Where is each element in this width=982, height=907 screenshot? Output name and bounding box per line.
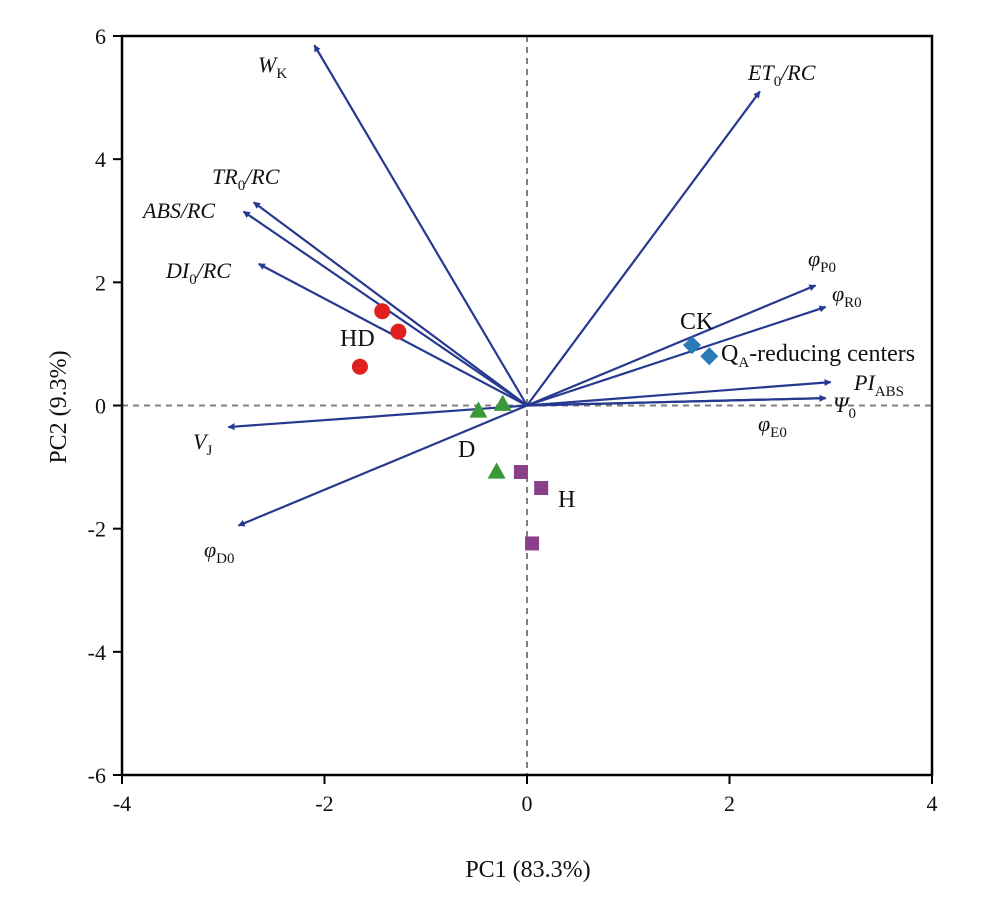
x-tick-label: 2 <box>724 791 735 816</box>
loading-vector-pi-abs <box>526 379 832 407</box>
group-label-ck: CK <box>680 309 714 335</box>
x-axis-title: PC1 (83.3%) <box>465 857 590 883</box>
loading-vector-et-0-rc <box>526 90 761 407</box>
point-ck-1 <box>683 336 702 355</box>
loading-vectors <box>227 44 832 527</box>
label-di-0-rc: DI0/RC <box>165 258 231 288</box>
loading-vector--e0 <box>526 394 827 407</box>
y-tick-label: -4 <box>88 640 106 665</box>
loading-vector--p0 <box>526 284 817 407</box>
x-tick-label: -4 <box>113 791 131 816</box>
y-tick-label: 0 <box>95 394 106 419</box>
point-hd-3 <box>351 358 368 375</box>
axes: -4 -2 0 2 4 -6 -4 -2 0 2 4 6 <box>88 24 938 816</box>
group-label-d: D <box>458 437 475 463</box>
label-pi-abs: PIABS <box>853 370 904 400</box>
annotation-qa-reducing-centers: QA-reducing centers <box>721 341 915 371</box>
reference-lines <box>122 36 932 775</box>
label--d0: φD0 <box>204 537 235 567</box>
label--0: Ψ0 <box>833 392 856 422</box>
group-labels: CK HD D H QA-reducing centers <box>340 309 915 513</box>
point-d-1 <box>469 401 488 418</box>
loading-vector--d0 <box>237 404 528 527</box>
point-hd-2 <box>390 323 407 340</box>
loading-vector-w-k <box>313 44 528 407</box>
label-tr-0-rc: TR0/RC <box>212 164 280 194</box>
label--p0: φP0 <box>808 246 836 276</box>
y-tick-label: -6 <box>88 763 106 788</box>
group-label-hd: HD <box>340 326 375 352</box>
y-axis-title: PC2 (9.3%) <box>46 350 72 463</box>
point-hd-1 <box>374 303 391 320</box>
point-d-2 <box>493 394 512 411</box>
loading-vector--r0 <box>526 305 827 407</box>
label-v-j: VJ <box>193 429 212 459</box>
group-label-h: H <box>558 487 575 513</box>
y-tick-label: 6 <box>95 24 106 49</box>
point-d-3 <box>487 462 506 479</box>
label--r0: φR0 <box>832 281 862 311</box>
loading-vector-tr-0-rc <box>252 201 528 407</box>
label--e0: φE0 <box>758 411 787 441</box>
x-tick-label: 0 <box>522 791 533 816</box>
x-tick-label: 4 <box>927 791 938 816</box>
label-w-k: WK <box>258 52 287 82</box>
point-h-3 <box>525 536 540 551</box>
point-h-1 <box>513 465 528 480</box>
y-tick-label: 2 <box>95 270 106 295</box>
label-et-0-rc: ET0/RC <box>747 60 816 90</box>
group-points <box>351 303 719 551</box>
x-tick-label: -2 <box>315 791 333 816</box>
y-tick-label: 4 <box>95 147 106 172</box>
point-ck-2 <box>700 347 719 366</box>
label-abs-rc: ABS/RC <box>141 198 215 223</box>
y-tick-label: -2 <box>88 517 106 542</box>
point-h-2 <box>534 481 549 496</box>
